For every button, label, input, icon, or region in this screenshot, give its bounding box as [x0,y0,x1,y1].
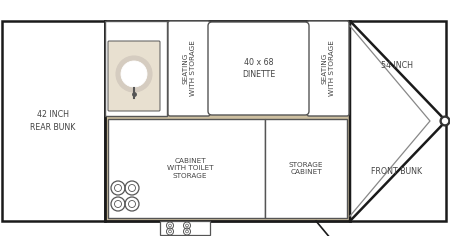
Text: SEATING
WITH STORAGE: SEATING WITH STORAGE [321,41,335,97]
Text: 40 x 68
DINETTE: 40 x 68 DINETTE [242,58,275,79]
FancyBboxPatch shape [307,21,349,116]
Polygon shape [350,21,446,221]
Bar [105,21,350,221]
FancyBboxPatch shape [208,22,309,115]
Circle shape [442,118,447,123]
FancyBboxPatch shape [168,21,210,116]
Bar [350,21,446,221]
Bar [265,119,347,218]
Bar [108,119,265,218]
Bar [2,21,105,221]
Text: 42 INCH
REAR BUNK: 42 INCH REAR BUNK [30,110,76,132]
Text: CABINET
WITH TOILET
STORAGE: CABINET WITH TOILET STORAGE [167,158,213,179]
Circle shape [121,61,147,87]
Text: 54 INCH: 54 INCH [381,62,413,71]
Text: SEATING
WITH STORAGE: SEATING WITH STORAGE [182,41,196,97]
Circle shape [440,116,450,126]
FancyBboxPatch shape [108,41,160,111]
Text: FRONT BUNK: FRONT BUNK [371,167,423,176]
Bar [105,21,167,116]
Circle shape [116,56,152,92]
Text: STORAGE
CABINET: STORAGE CABINET [289,162,323,175]
Bar [160,221,210,235]
